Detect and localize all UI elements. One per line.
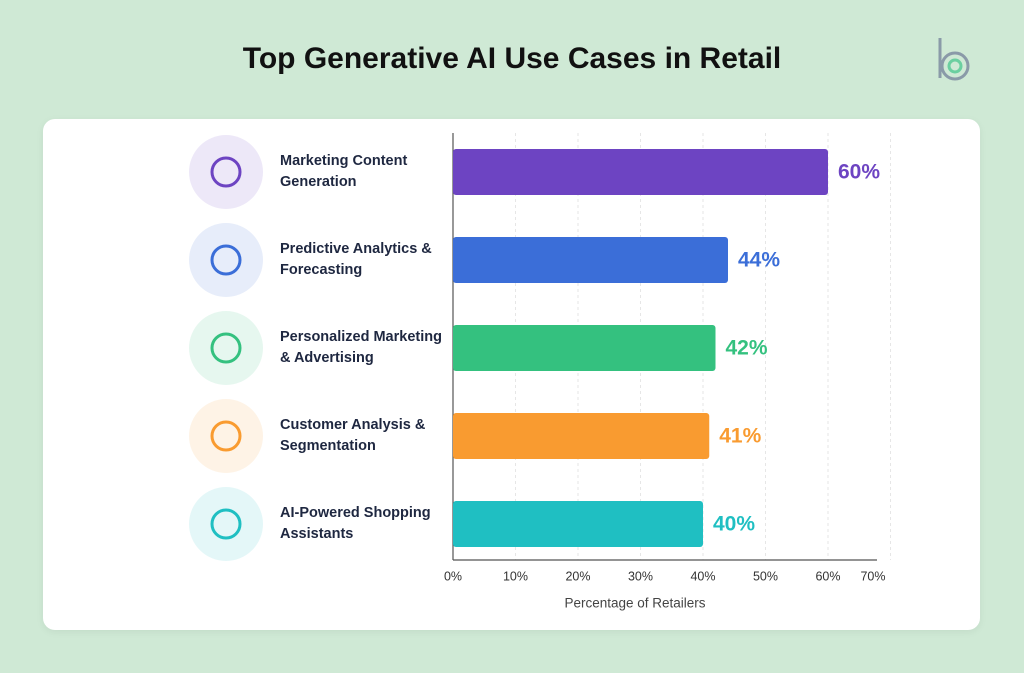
- category-icon-mark: [210, 244, 242, 276]
- category-icon: [189, 135, 263, 209]
- category-icon: [189, 223, 263, 297]
- x-tick-label: 60%: [815, 569, 840, 583]
- category-icon-mark: [210, 420, 242, 452]
- bar: [453, 149, 828, 195]
- x-tick-label: 70%: [860, 569, 885, 583]
- category-icon-mark: [210, 332, 242, 364]
- logo: [938, 38, 970, 81]
- value-label: 60%: [838, 161, 880, 184]
- x-tick-label: 10%: [503, 569, 528, 583]
- category-icon: [189, 311, 263, 385]
- x-tick-label: 50%: [753, 569, 778, 583]
- category-label: Personalized Marketing & Advertising: [280, 329, 442, 366]
- category-label: AI-Powered Shopping Assistants: [280, 505, 431, 542]
- value-label: 41%: [719, 425, 761, 448]
- category-label: Marketing Content Generation: [280, 153, 408, 190]
- category-label: Customer Analysis & Segmentation: [280, 417, 426, 454]
- x-tick-label: 40%: [690, 569, 715, 583]
- value-label: 44%: [738, 249, 780, 272]
- bar: [453, 237, 728, 283]
- bar: [453, 501, 703, 547]
- value-label: 42%: [726, 337, 768, 360]
- chart-title: Top Generative AI Use Cases in Retail: [243, 42, 782, 75]
- x-tick-label: 30%: [628, 569, 653, 583]
- bar: [453, 413, 710, 459]
- x-axis-label: Percentage of Retailers: [564, 596, 705, 611]
- bar: [453, 325, 716, 371]
- category-icon-mark: [210, 508, 242, 540]
- value-label: 40%: [713, 513, 755, 536]
- category-icon: [189, 487, 263, 561]
- x-tick-label: 20%: [565, 569, 590, 583]
- category-label: Predictive Analytics & Forecasting: [280, 241, 432, 278]
- category-icon-mark: [210, 156, 242, 188]
- x-tick-label: 0%: [444, 569, 462, 583]
- category-icon: [189, 399, 263, 473]
